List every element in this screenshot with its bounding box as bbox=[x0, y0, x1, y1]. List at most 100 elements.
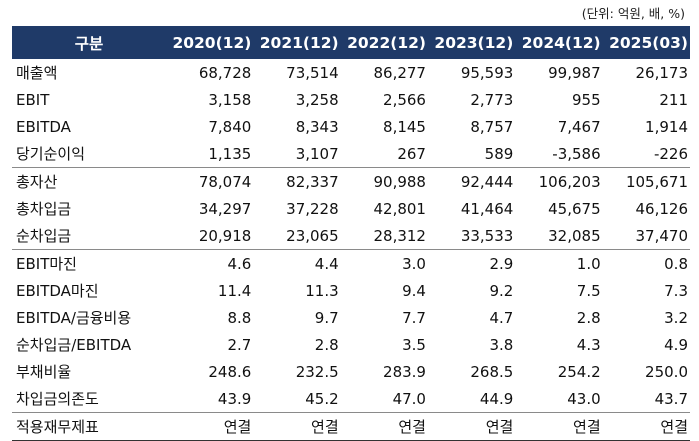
cell-value: 연결 bbox=[253, 412, 341, 441]
cell-value: 34,297 bbox=[198, 199, 252, 218]
cell-value: 955 bbox=[572, 90, 601, 109]
table-row: 총자산 78,074 82,337 90,988 92,444 106,203 105,67… bbox=[12, 167, 690, 195]
header-year: 2020(12) bbox=[166, 26, 254, 59]
table-row: EBITDA/금융비용 8.8 9.7 7.7 4.7 2.8 3.2 bbox=[12, 304, 690, 331]
cell-value: 86,277 bbox=[373, 63, 426, 82]
table-row: 차입금의존도 43.9 45.2 47.0 44.9 43.0 43.7 bbox=[12, 385, 690, 413]
cell-value: 7.7 bbox=[402, 308, 426, 327]
row-label: EBIT bbox=[16, 90, 50, 109]
cell-value: 28,312 bbox=[373, 226, 426, 245]
cell-value: 3.0 bbox=[340, 249, 428, 277]
table-row: 매출액 68,728 73,514 86,277 95,593 99,987 26,173 bbox=[12, 59, 690, 86]
cell-value: 254.2 bbox=[557, 362, 601, 381]
cell-value: 106,203 bbox=[515, 167, 603, 195]
cell-value: 연결 bbox=[340, 412, 428, 441]
cell-value: 4.7 bbox=[489, 308, 514, 327]
table-row: EBIT 3,158 3,258 2,566 2,773 955 211 bbox=[12, 86, 690, 113]
cell-value: 82,337 bbox=[253, 167, 341, 195]
row-label: EBITDA마진 bbox=[16, 282, 99, 300]
cell-value: 43.0 bbox=[567, 389, 601, 408]
header-year: 2024(12) bbox=[515, 26, 603, 59]
cell-value: 연결 bbox=[602, 412, 690, 441]
unit-note: (단위: 억원, 배, %) bbox=[581, 6, 685, 21]
cell-value: 2,566 bbox=[383, 90, 426, 109]
table-row: 부채비율 248.6 232.5 283.9 268.5 254.2 250.0 bbox=[12, 358, 690, 385]
cell-value: 0.8 bbox=[602, 249, 690, 277]
cell-value: 2.8 bbox=[314, 335, 339, 354]
cell-value: 4.3 bbox=[576, 335, 601, 354]
row-label: 부채비율 bbox=[16, 363, 72, 381]
cell-value: 7,467 bbox=[557, 117, 601, 136]
row-label: 순차입금/EBITDA bbox=[16, 336, 132, 354]
cell-value: 23,065 bbox=[286, 226, 339, 245]
cell-value: 43.9 bbox=[217, 389, 252, 408]
row-label: 적용재무제표 bbox=[12, 412, 166, 441]
cell-value: 95,593 bbox=[460, 63, 514, 82]
cell-value: 2,773 bbox=[470, 90, 514, 109]
row-label: 순차입금 bbox=[16, 227, 72, 245]
cell-value: 3,107 bbox=[295, 144, 339, 163]
table-row: EBIT마진 4.6 4.4 3.0 2.9 1.0 0.8 bbox=[12, 249, 690, 277]
cell-value: 42,801 bbox=[373, 199, 426, 218]
table-body: 매출액 68,728 73,514 86,277 95,593 99,987 26,173 E… bbox=[12, 59, 690, 441]
cell-value: 연결 bbox=[515, 412, 603, 441]
cell-value: 43.7 bbox=[654, 389, 688, 408]
cell-value: 47.0 bbox=[392, 389, 426, 408]
cell-value: 44.9 bbox=[479, 389, 514, 408]
cell-value: 267 bbox=[397, 144, 426, 163]
cell-value: 11.4 bbox=[217, 281, 252, 300]
row-label: 총자산 bbox=[12, 167, 166, 195]
table-row: 당기순이익 1,135 3,107 267 589 -3,586 -226 bbox=[12, 140, 690, 168]
cell-value: 211 bbox=[659, 90, 688, 109]
cell-value: 연결 bbox=[427, 412, 516, 441]
cell-value: 7.3 bbox=[664, 281, 688, 300]
cell-value: 78,074 bbox=[166, 167, 254, 195]
cell-value: 45.2 bbox=[305, 389, 339, 408]
cell-value: 2.8 bbox=[576, 308, 601, 327]
cell-value: 37,228 bbox=[286, 199, 339, 218]
cell-value: 20,918 bbox=[198, 226, 252, 245]
cell-value: 8.8 bbox=[227, 308, 252, 327]
cell-value: 8,343 bbox=[295, 117, 339, 136]
cell-value: 7,840 bbox=[208, 117, 252, 136]
header-year: 2025(03) bbox=[602, 26, 690, 59]
cell-value: 26,173 bbox=[635, 63, 689, 82]
cell-value: 45,675 bbox=[548, 199, 601, 218]
header-year: 2022(12) bbox=[340, 26, 428, 59]
cell-value: 1,914 bbox=[645, 117, 688, 136]
cell-value: 11.3 bbox=[305, 281, 339, 300]
row-label: EBITDA/금융비용 bbox=[16, 309, 132, 327]
cell-value: 589 bbox=[484, 144, 514, 163]
cell-value: 68,728 bbox=[198, 63, 252, 82]
header-row: 구분 2020(12) 2021(12) 2022(12) 2023(12) 2… bbox=[12, 26, 690, 59]
cell-value: 41,464 bbox=[460, 199, 514, 218]
row-label: 차입금의존도 bbox=[16, 390, 99, 408]
cell-value: 32,085 bbox=[548, 226, 601, 245]
cell-value: 3.5 bbox=[402, 335, 426, 354]
cell-value: 9.4 bbox=[402, 281, 426, 300]
cell-value: 2.7 bbox=[227, 335, 252, 354]
cell-value: 9.7 bbox=[314, 308, 339, 327]
cell-value: 8,757 bbox=[470, 117, 514, 136]
cell-value: 8,145 bbox=[383, 117, 426, 136]
table-row: 총차입금 34,297 37,228 42,801 41,464 45,675 46,126 bbox=[12, 195, 690, 222]
cell-value: 283.9 bbox=[383, 362, 426, 381]
row-label: 매출액 bbox=[16, 64, 58, 82]
cell-value: 3.2 bbox=[664, 308, 688, 327]
table-row: 순차입금/EBITDA 2.7 2.8 3.5 3.8 4.3 4.9 bbox=[12, 331, 690, 358]
table-row: EBITDA 7,840 8,343 8,145 8,757 7,467 1,914 bbox=[12, 113, 690, 140]
cell-value: -226 bbox=[653, 144, 688, 163]
row-label: 당기순이익 bbox=[16, 145, 86, 163]
cell-value: 92,444 bbox=[427, 167, 516, 195]
financial-table: 구분 2020(12) 2021(12) 2022(12) 2023(12) 2… bbox=[12, 26, 690, 441]
cell-value: 2.9 bbox=[427, 249, 516, 277]
header-label: 구분 bbox=[12, 26, 166, 59]
row-label: EBIT마진 bbox=[12, 249, 166, 277]
cell-value: 37,470 bbox=[635, 226, 689, 245]
cell-value: 3,258 bbox=[295, 90, 339, 109]
cell-value: 4.9 bbox=[664, 335, 688, 354]
cell-value: -3,586 bbox=[552, 144, 601, 163]
cell-value: 73,514 bbox=[286, 63, 339, 82]
row-label: EBITDA bbox=[16, 117, 71, 136]
cell-value: 232.5 bbox=[295, 362, 339, 381]
